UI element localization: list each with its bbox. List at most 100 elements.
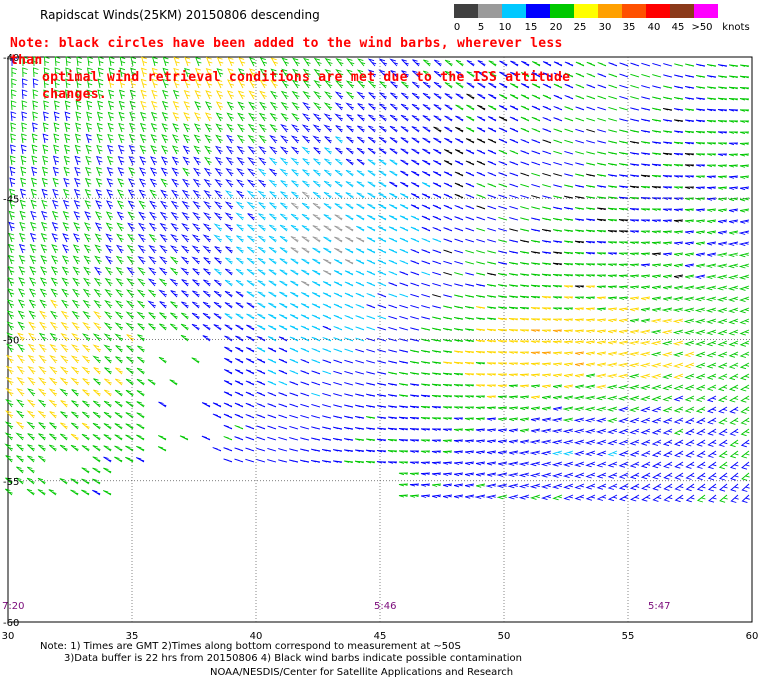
wind-barb	[161, 111, 169, 122]
wind-barb	[117, 155, 125, 166]
wind-barb	[125, 322, 135, 331]
wind-barb	[310, 459, 321, 463]
wind-barb	[61, 299, 69, 309]
wind-barb	[453, 395, 464, 398]
wind-barb	[194, 112, 202, 122]
wind-barb	[93, 288, 102, 298]
wind-barb	[312, 225, 321, 232]
wind-barb	[563, 240, 574, 244]
wind-barb	[38, 343, 47, 353]
wind-barb	[289, 392, 299, 397]
wind-barb	[8, 199, 15, 210]
wind-barb	[696, 483, 706, 492]
wind-barb	[332, 460, 343, 464]
wind-barb	[421, 338, 431, 342]
wind-barb	[193, 123, 202, 133]
colorbar-label: 25	[573, 22, 587, 33]
wind-barb	[453, 439, 464, 443]
wind-barb	[695, 384, 706, 391]
wind-barb	[640, 274, 651, 278]
wind-barb	[433, 104, 442, 111]
wind-barb	[323, 214, 332, 221]
wind-barb	[18, 254, 26, 265]
wind-barb	[421, 316, 431, 320]
wind-barb	[334, 91, 344, 100]
wind-barb	[17, 310, 25, 320]
wind-barb	[50, 310, 58, 320]
wind-barb	[727, 274, 739, 280]
wind-barb	[421, 293, 431, 298]
wind-barb	[377, 382, 387, 386]
wind-barb	[194, 90, 202, 100]
wind-barb	[629, 140, 640, 144]
wind-barb	[267, 392, 277, 397]
wind-barb	[706, 142, 717, 145]
wind-barb	[606, 384, 618, 390]
wind-barb	[466, 71, 475, 78]
wind-barb	[706, 219, 717, 224]
wind-barb	[170, 234, 179, 243]
wind-barb	[432, 327, 442, 331]
wind-barb	[139, 156, 147, 166]
wind-barb	[213, 212, 223, 221]
wind-barb	[410, 304, 420, 309]
wind-barb	[9, 166, 16, 177]
wind-barb	[300, 448, 310, 452]
wind-barb	[729, 406, 739, 414]
wind-barb	[49, 343, 58, 353]
wind-barb	[324, 91, 333, 100]
wind-barb	[103, 322, 113, 331]
wind-barb	[608, 129, 618, 133]
wind-barb	[278, 414, 288, 419]
wind-barb	[356, 91, 366, 100]
wind-barb	[542, 128, 552, 133]
wind-barb	[530, 406, 541, 411]
wind-barb	[673, 439, 684, 447]
wind-barb	[628, 351, 640, 357]
wind-barb	[269, 112, 278, 122]
wind-barb	[335, 136, 343, 144]
wind-barb	[608, 73, 618, 78]
wind-barb	[640, 152, 651, 156]
wind-barb	[324, 136, 332, 144]
wind-barb	[431, 372, 442, 376]
wind-barb	[530, 395, 541, 400]
wind-barb	[377, 337, 387, 342]
wind-barb	[139, 167, 147, 177]
wind-barb	[553, 94, 563, 100]
wind-barb	[739, 109, 750, 112]
wind-barb	[541, 483, 552, 489]
wind-barb	[172, 89, 180, 100]
wind-barb	[684, 417, 695, 425]
wind-barb	[300, 325, 310, 331]
wind-barb	[739, 186, 750, 191]
wind-barb	[466, 104, 475, 111]
wind-barb	[236, 145, 245, 155]
wind-barb	[718, 472, 728, 481]
wind-barb	[345, 214, 354, 221]
wind-barb	[387, 394, 398, 397]
wind-barb	[475, 328, 486, 332]
wind-barb	[356, 158, 365, 166]
wind-barb	[476, 205, 486, 210]
wind-barb	[662, 362, 673, 368]
wind-barb	[465, 216, 475, 221]
wind-barb	[103, 400, 112, 408]
wind-barb	[333, 381, 343, 386]
wind-barb	[717, 318, 728, 325]
wind-barb	[214, 246, 222, 254]
wind-barb	[519, 284, 530, 288]
wind-barb	[115, 277, 124, 287]
wind-barb	[529, 461, 541, 467]
wind-barb	[356, 136, 365, 144]
wind-barb	[487, 127, 497, 133]
wind-barb	[618, 274, 629, 278]
wind-barb	[267, 425, 277, 430]
wind-barb	[562, 439, 574, 445]
wind-barb	[388, 237, 398, 243]
wind-barb	[728, 186, 739, 190]
wind-barb	[278, 436, 288, 441]
wind-barb	[81, 478, 90, 485]
wind-barb	[95, 166, 103, 177]
wind-barb	[214, 190, 223, 199]
